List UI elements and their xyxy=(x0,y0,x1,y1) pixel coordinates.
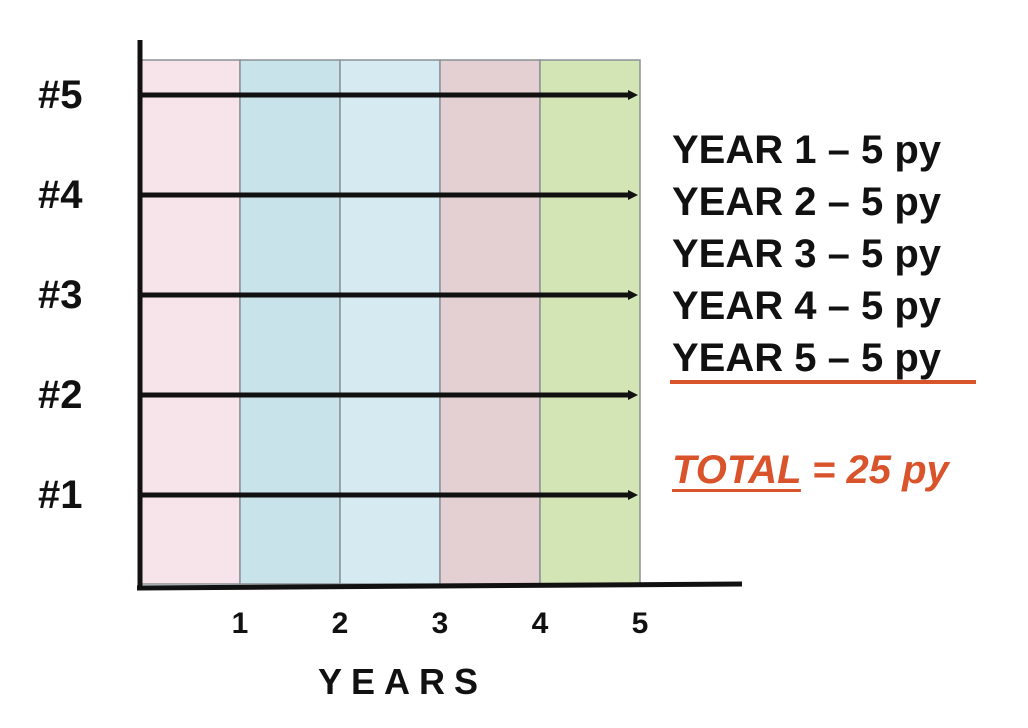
subject-label: #5 xyxy=(38,73,83,117)
year-summary-item: YEAR 2 – 5 py xyxy=(672,180,942,224)
total-word: TOTAL xyxy=(672,448,801,492)
year-summary-item: YEAR 5 – 5 py xyxy=(672,336,942,380)
x-tick-label: 4 xyxy=(531,607,549,640)
x-tick-label: 3 xyxy=(431,607,449,640)
year-band-4 xyxy=(439,59,541,585)
subject-label: #4 xyxy=(38,173,83,217)
year-summary-list: YEAR 1 – 5 py YEAR 2 – 5 py YEAR 3 – 5 p… xyxy=(672,124,941,384)
subject-label: #3 xyxy=(38,273,83,317)
year-summary-item: YEAR 3 – 5 py xyxy=(672,232,942,276)
subject-label: #2 xyxy=(38,373,83,417)
x-tick-label: 2 xyxy=(331,607,349,640)
year-summary-item: YEAR 4 – 5 py xyxy=(672,284,942,328)
year-band-1 xyxy=(139,59,241,585)
total-line: TOTAL = 25 py xyxy=(672,446,949,494)
year-band-5 xyxy=(539,59,641,585)
total-value: = 25 py xyxy=(800,448,949,492)
follow-up-arrows xyxy=(140,90,638,500)
x-axis-line xyxy=(136,581,743,591)
x-tick-label: 5 xyxy=(631,607,649,640)
x-tick-label: 1 xyxy=(231,607,249,640)
year-band-2 xyxy=(239,59,341,585)
year-bands xyxy=(139,59,641,585)
axes xyxy=(136,40,743,591)
x-axis-title: YEARS xyxy=(318,661,488,702)
year-summary-item: YEAR 1 – 5 py xyxy=(672,128,942,172)
subject-label: #1 xyxy=(38,473,83,517)
year-band-3 xyxy=(339,59,441,585)
